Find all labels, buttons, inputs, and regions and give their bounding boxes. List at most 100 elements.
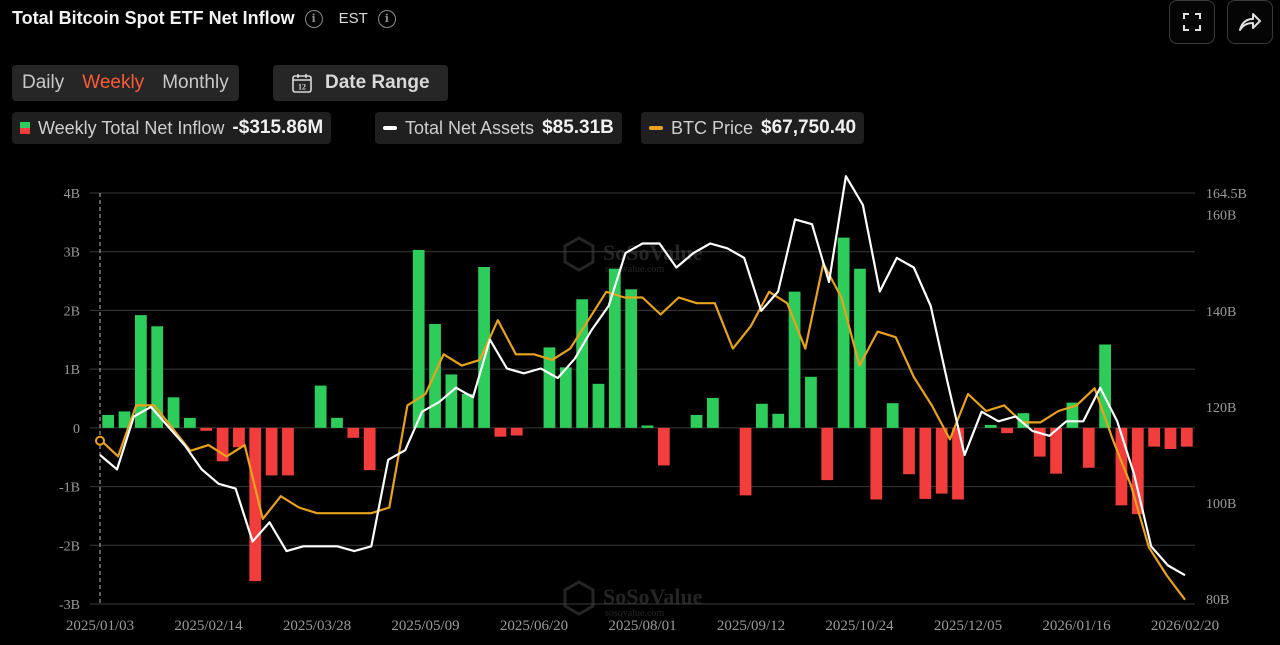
tab-monthly[interactable]: Monthly: [162, 72, 229, 93]
chart-title: Total Bitcoin Spot ETF Net Inflow: [12, 8, 295, 28]
legend-price[interactable]: BTC Price $67,750.40: [641, 112, 865, 144]
inflow-bar: [1082, 427, 1095, 468]
inflow-bar: [837, 237, 850, 428]
inflow-bar: [314, 385, 327, 428]
inflow-bar: [772, 413, 785, 428]
legend-price-value: $67,750.40: [761, 117, 857, 138]
y-left-tick-label: -3B: [59, 598, 80, 613]
inflow-bar: [543, 347, 556, 428]
inflow-bar: [1066, 402, 1079, 428]
inflow-bar: [200, 427, 213, 431]
inflow-bar: [756, 403, 768, 428]
inflow-bar: [265, 427, 278, 476]
inflow-bar: [118, 411, 131, 428]
legend-assets[interactable]: Total Net Assets $85.31B: [375, 112, 622, 144]
fullscreen-button[interactable]: [1169, 0, 1215, 44]
inflow-bar: [1050, 427, 1062, 474]
price-cursor-dot: [95, 435, 105, 446]
inflow-bar: [870, 427, 883, 500]
inflow-bar: [657, 427, 670, 466]
x-tick-label: 2025/03/28: [283, 618, 351, 634]
inflow-bar: [1148, 427, 1161, 447]
calendar-icon-day: 12: [298, 83, 306, 92]
legend-inflow-label: Weekly Total Net Inflow: [38, 117, 225, 138]
period-selector: Daily Weekly Monthly: [12, 65, 239, 101]
inflow-bar: [788, 291, 801, 428]
inflow-bar: [1164, 427, 1177, 449]
inflow-bar: [184, 417, 196, 428]
inflow-bar: [919, 427, 932, 499]
watermark-brand: SoSoValue: [603, 584, 703, 609]
inflow-bar: [249, 427, 262, 582]
x-tick-label: 2025/09/12: [717, 618, 785, 634]
x-tick-label: 2025/08/01: [608, 618, 676, 634]
x-tick-label: 2025/01/03: [66, 618, 134, 634]
legend-assets-label: Total Net Assets: [405, 117, 535, 138]
inflow-bar: [1033, 427, 1046, 457]
inflow-bar: [331, 417, 343, 428]
date-range-button[interactable]: 12 Date Range: [273, 65, 448, 101]
inflow-bar: [1115, 427, 1128, 506]
y-left-tick-label: 2B: [64, 304, 80, 319]
info-icon[interactable]: i: [304, 9, 323, 28]
inflow-bar: [494, 427, 507, 437]
share-button[interactable]: [1227, 0, 1273, 44]
share-icon: [1239, 13, 1261, 31]
total-net-assets-line: [99, 175, 1186, 577]
series-lines: [99, 175, 1186, 601]
y-axis-right: 164.5B 160B 140B 120B 100B 80B: [1206, 187, 1247, 608]
legend-assets-value: $85.31B: [542, 117, 614, 138]
inflow-bar: [576, 299, 589, 428]
inflow-bar: [886, 403, 899, 428]
inflow-bar: [952, 427, 964, 500]
inflow-bar: [805, 376, 817, 428]
y-left-tick-label: 4B: [64, 187, 80, 202]
legend-inflow[interactable]: Weekly Total Net Inflow -$315.86M: [12, 112, 332, 144]
crosshair: [95, 435, 105, 446]
y-right-tick-label: 160B: [1206, 209, 1236, 224]
inflow-bar: [282, 427, 294, 476]
fullscreen-icon: [1183, 13, 1201, 31]
timezone-info-icon[interactable]: i: [377, 9, 396, 28]
price-swatch-icon: [649, 126, 663, 130]
inflow-bar: [510, 427, 523, 436]
x-tick-label: 2025/10/24: [825, 618, 894, 634]
y-right-tick-label: 120B: [1206, 401, 1236, 416]
y-left-tick-label: 0: [73, 422, 80, 437]
inflow-bar: [1099, 344, 1111, 428]
line-swatch-icon: [383, 126, 397, 130]
inflow-bar: [1131, 427, 1144, 515]
x-tick-label: 2026/02/20: [1151, 618, 1219, 634]
watermark-site: sosovalue.com: [605, 264, 664, 275]
inflow-bar: [102, 414, 115, 428]
inflow-bar: [608, 268, 621, 428]
inflow-bar: [706, 397, 719, 428]
x-tick-label: 2025/12/05: [934, 618, 1002, 634]
watermark-bottom: SoSoValue sosovalue.com: [563, 580, 703, 619]
date-range-label: Date Range: [325, 72, 430, 93]
inflow-bar: [903, 427, 915, 475]
y-axis-left: 4B 3B 2B 1B 0 -1B -2B -3B: [59, 187, 80, 613]
y-right-tick-label: 80B: [1206, 593, 1229, 608]
inflow-bar: [1017, 413, 1030, 428]
inflow-bar: [854, 268, 866, 428]
watermark-logo-icon: [563, 580, 595, 616]
inflow-bar: [935, 427, 948, 494]
y-left-tick-label: 3B: [64, 246, 80, 261]
tab-weekly[interactable]: Weekly: [82, 72, 145, 93]
inflow-bar: [1001, 427, 1013, 434]
x-tick-label: 2025/05/09: [391, 618, 459, 634]
timezone-label: EST: [338, 10, 368, 27]
x-tick-label: 2025/06/20: [500, 618, 568, 634]
watermark-logo-icon: [563, 236, 595, 272]
watermark-site: sosovalue.com: [605, 608, 664, 619]
bar-swatch-icon: [20, 122, 30, 134]
calendar-icon: 12: [292, 74, 312, 93]
tab-daily[interactable]: Daily: [22, 72, 65, 93]
inflow-bar: [984, 424, 997, 428]
inflow-bar: [461, 393, 474, 428]
watermark-top: SoSoValue sosovalue.com: [563, 236, 703, 275]
inflow-bar: [151, 326, 164, 428]
inflow-bar: [559, 367, 572, 428]
inflow-bar: [445, 374, 458, 428]
